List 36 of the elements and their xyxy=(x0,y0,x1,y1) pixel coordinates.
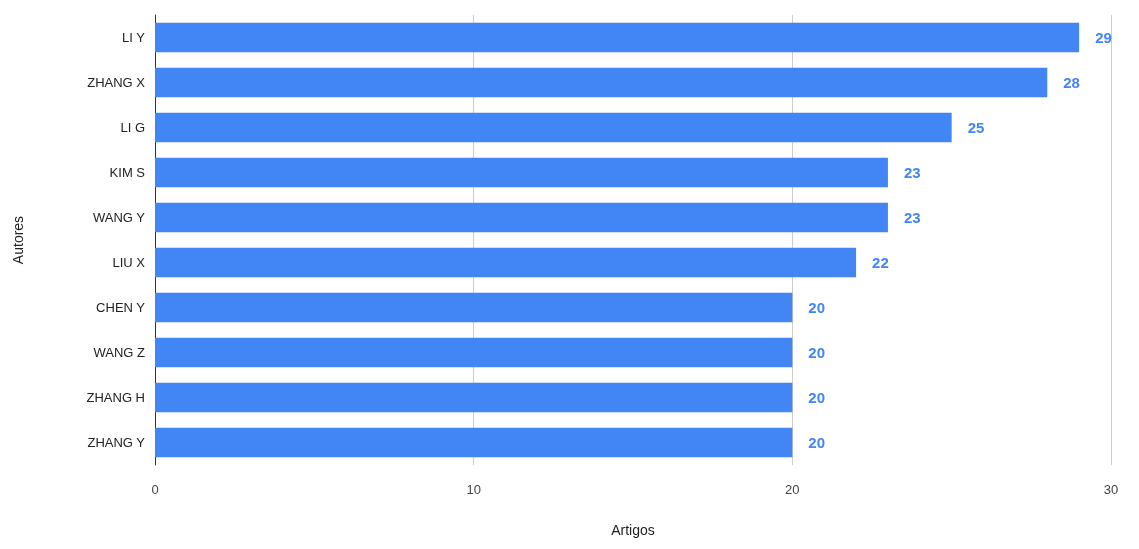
data-label: 20 xyxy=(808,434,826,451)
bar xyxy=(155,112,952,143)
x-tick-label: 30 xyxy=(1103,482,1119,497)
x-tick-label: 0 xyxy=(151,482,159,497)
y-tick-label: ZHANG H xyxy=(86,390,145,405)
y-tick-label: CHEN Y xyxy=(96,300,146,315)
y-axis-title: Autores xyxy=(10,215,26,265)
data-label: 23 xyxy=(903,164,921,181)
data-label: 28 xyxy=(1063,74,1080,91)
y-tick-label: WANG Z xyxy=(93,345,146,360)
data-label: 20 xyxy=(808,389,826,406)
data-label: 20 xyxy=(808,344,826,361)
x-tick-label: 10 xyxy=(466,482,481,497)
y-tick-label: LI Y xyxy=(122,30,146,45)
bar xyxy=(155,337,793,368)
data-label: 25 xyxy=(967,119,985,136)
y-tick-label: ZHANG Y xyxy=(87,435,146,450)
bar xyxy=(155,427,793,458)
bar xyxy=(155,67,1048,98)
y-tick-label: WANG Y xyxy=(92,210,146,225)
data-label: 22 xyxy=(872,254,889,271)
bar xyxy=(155,382,793,413)
x-axis-title: Artigos xyxy=(611,522,655,538)
bar xyxy=(155,22,1080,53)
y-tick-label: LI G xyxy=(120,120,145,135)
data-label: 29 xyxy=(1095,29,1112,46)
bar xyxy=(155,157,888,188)
x-tick-label: 20 xyxy=(785,482,800,497)
bar xyxy=(155,247,857,278)
bar xyxy=(155,292,793,323)
bar xyxy=(155,202,888,233)
data-label: 20 xyxy=(808,299,826,316)
y-tick-label: KIM S xyxy=(109,165,146,180)
y-tick-label: LIU X xyxy=(112,255,146,270)
data-label: 23 xyxy=(903,209,921,226)
y-tick-label: ZHANG X xyxy=(87,75,146,90)
